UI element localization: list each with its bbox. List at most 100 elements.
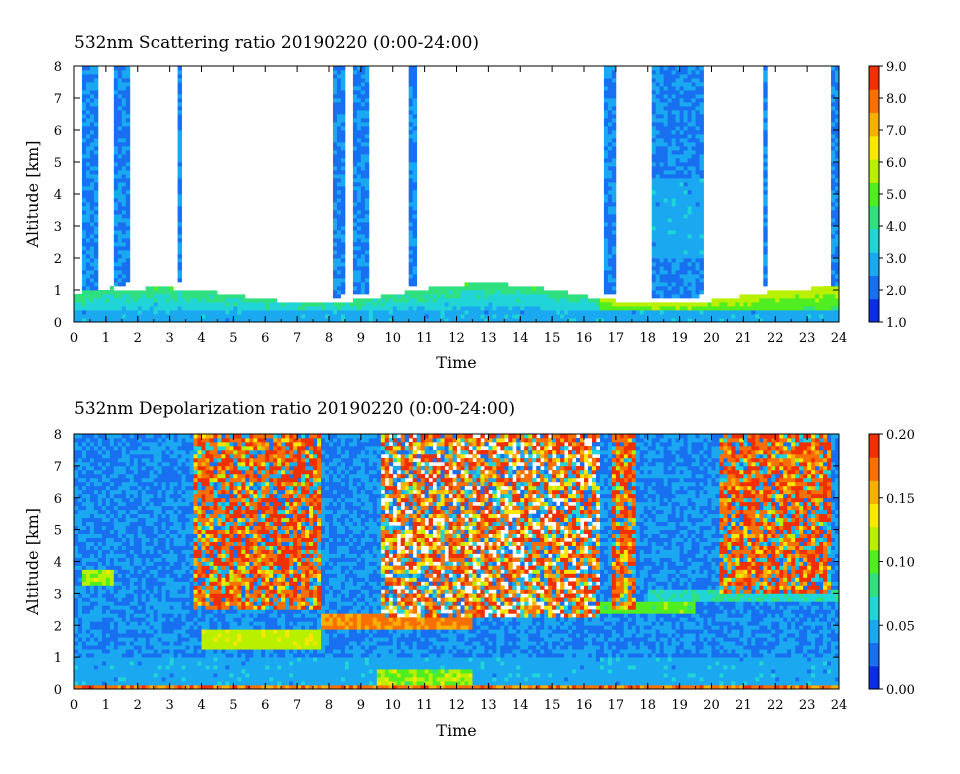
- heatmap-cell: [118, 577, 122, 581]
- heatmap-cell: [102, 597, 106, 601]
- heatmap-cell: [126, 649, 130, 653]
- heatmap-cell: [719, 314, 723, 318]
- heatmap-cell: [811, 290, 815, 294]
- heatmap-cell: [480, 310, 484, 314]
- heatmap-cell: [592, 314, 596, 318]
- heatmap-cell: [664, 66, 668, 70]
- heatmap-cell: [747, 310, 751, 314]
- heatmap-cell: [508, 298, 512, 302]
- heatmap-cell: [413, 154, 417, 158]
- heatmap-cell: [672, 154, 676, 158]
- heatmap-cell: [449, 314, 453, 318]
- heatmap-cell: [98, 573, 102, 577]
- heatmap-cell: [174, 306, 178, 310]
- heatmap-cell: [126, 118, 130, 122]
- heatmap-cell: [102, 446, 106, 450]
- heatmap-cell: [86, 562, 90, 566]
- heatmap-cell: [696, 70, 700, 74]
- heatmap-cell: [500, 286, 504, 290]
- heatmap-cell: [628, 298, 632, 302]
- heatmap-cell: [341, 202, 345, 206]
- heatmap-cell: [90, 510, 94, 514]
- heatmap-cell: [672, 78, 676, 82]
- heatmap-cell: [122, 186, 126, 190]
- heatmap-cell: [82, 162, 86, 166]
- heatmap-cell: [747, 302, 751, 306]
- heatmap-cell: [604, 214, 608, 218]
- heatmap-cell: [449, 298, 453, 302]
- heatmap-cell: [652, 90, 656, 94]
- heatmap-cell: [74, 565, 78, 569]
- heatmap-cell: [122, 162, 126, 166]
- heatmap-cell: [94, 226, 98, 230]
- heatmap-cell: [512, 298, 516, 302]
- heatmap-cell: [353, 298, 357, 302]
- heatmap-cell: [692, 274, 696, 278]
- heatmap-cell: [178, 254, 182, 258]
- heatmap-cell: [688, 66, 692, 70]
- heatmap-cell: [540, 290, 544, 294]
- heatmap-cell: [94, 158, 98, 162]
- heatmap-cell: [457, 298, 461, 302]
- heatmap-cell: [337, 270, 341, 274]
- heatmap-cell: [652, 126, 656, 130]
- heatmap-cell: [309, 314, 313, 318]
- heatmap-cell: [476, 290, 480, 294]
- heatmap-cell: [656, 162, 660, 166]
- heatmap-cell: [413, 246, 417, 250]
- heatmap-cell: [146, 306, 150, 310]
- heatmap-cell: [365, 246, 369, 250]
- heatmap-cell: [413, 302, 417, 306]
- heatmap-cell: [170, 314, 174, 318]
- heatmap-cell: [78, 669, 82, 673]
- heatmap-cell: [608, 290, 612, 294]
- heatmap-cell: [341, 166, 345, 170]
- heatmap-cell: [684, 130, 688, 134]
- heatmap-cell: [150, 314, 154, 318]
- heatmap-cell: [98, 542, 102, 546]
- heatmap-cell: [648, 302, 652, 306]
- heatmap-cell: [122, 633, 126, 637]
- heatmap-cell: [644, 306, 648, 310]
- heatmap-cell: [409, 282, 413, 286]
- heatmap-cell: [433, 282, 437, 286]
- heatmap-cell: [102, 454, 106, 458]
- heatmap-cell: [492, 314, 496, 318]
- heatmap-cell: [676, 162, 680, 166]
- heatmap-cell: [142, 282, 146, 286]
- heatmap-cell: [86, 665, 90, 669]
- heatmap-cell: [134, 310, 138, 314]
- heatmap-cell: [684, 278, 688, 282]
- heatmap-cell: [142, 290, 146, 294]
- heatmap-cell: [680, 242, 684, 246]
- heatmap-cell: [118, 250, 122, 254]
- heatmap-cell: [719, 294, 723, 298]
- heatmap-cell: [763, 238, 767, 242]
- heatmap-cell: [86, 310, 90, 314]
- heatmap-cell: [126, 154, 130, 158]
- heatmap-cell: [688, 178, 692, 182]
- heatmap-cell: [660, 166, 664, 170]
- heatmap-cell: [110, 649, 114, 653]
- heatmap-cell: [126, 565, 130, 569]
- heatmap-cell: [118, 677, 122, 681]
- heatmap-cell: [664, 294, 668, 298]
- heatmap-cell: [114, 649, 118, 653]
- heatmap-cell: [337, 158, 341, 162]
- heatmap-cell: [644, 310, 648, 314]
- heatmap-cell: [126, 446, 130, 450]
- heatmap-cell: [94, 134, 98, 138]
- heatmap-cell: [672, 102, 676, 106]
- heatmap-cell: [341, 150, 345, 154]
- heatmap-cell: [413, 294, 417, 298]
- heatmap-cell: [556, 314, 560, 318]
- heatmap-cell: [221, 294, 225, 298]
- heatmap-cell: [337, 198, 341, 202]
- heatmap-cell: [110, 637, 114, 641]
- heatmap-cell: [138, 462, 142, 466]
- heatmap-cell: [700, 302, 704, 306]
- heatmap-cell: [807, 306, 811, 310]
- heatmap-cell: [771, 290, 775, 294]
- heatmap-cell: [86, 162, 90, 166]
- heatmap-cell: [138, 446, 142, 450]
